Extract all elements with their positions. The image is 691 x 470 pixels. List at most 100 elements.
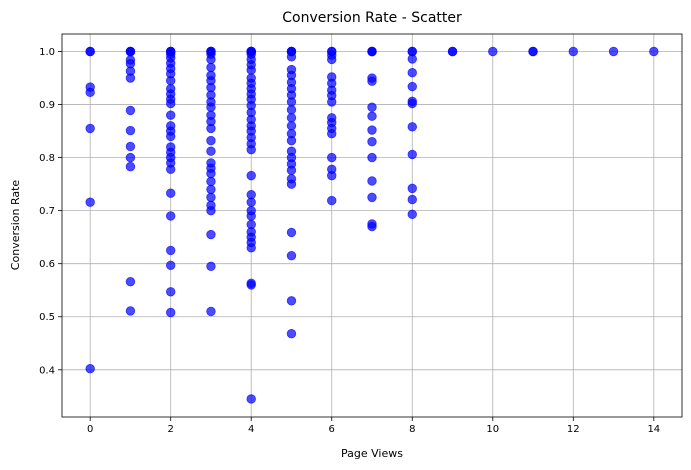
- plot-frame: [61, 33, 683, 418]
- data-point: [447, 46, 458, 57]
- data-point: [166, 188, 176, 198]
- data-points: [85, 46, 659, 404]
- data-point: [85, 87, 95, 98]
- data-point: [246, 280, 256, 290]
- data-point: [125, 277, 136, 287]
- data-point: [367, 192, 377, 203]
- data-point: [206, 62, 216, 73]
- data-point: [206, 176, 216, 187]
- data-point: [649, 46, 659, 57]
- data-point: [407, 209, 417, 220]
- data-point: [407, 98, 417, 109]
- data-point: [286, 227, 297, 238]
- data-point: [367, 125, 377, 135]
- y-tick-label: 0.8: [39, 153, 55, 164]
- data-point: [327, 129, 337, 139]
- data-point: [206, 184, 216, 195]
- data-point: [367, 176, 377, 186]
- data-point: [246, 211, 256, 221]
- x-tick-label: 14: [647, 424, 660, 435]
- data-point: [367, 152, 377, 163]
- axis-ticks: 0 2 4 6 8 10 12 14 0.4 0.5 0.6 0.7 0.8 0.9 1.0: [39, 47, 660, 435]
- data-point: [286, 97, 297, 107]
- data-point: [125, 73, 136, 83]
- data-point: [488, 46, 498, 57]
- data-point: [125, 141, 136, 152]
- y-tick-label: 0.6: [39, 259, 55, 270]
- x-tick-label: 2: [168, 424, 174, 435]
- data-point: [206, 229, 216, 240]
- data-point: [407, 183, 417, 194]
- data-point: [166, 211, 176, 221]
- data-point: [206, 54, 216, 65]
- data-point: [125, 105, 136, 116]
- data-point: [246, 65, 256, 75]
- x-tick-label: 0: [87, 424, 93, 435]
- data-point: [206, 123, 216, 134]
- data-point: [206, 306, 216, 317]
- data-point: [85, 197, 95, 207]
- x-tick-label: 10: [486, 424, 499, 435]
- data-point: [246, 197, 256, 207]
- data-point: [286, 179, 297, 189]
- x-tick-label: 12: [567, 424, 580, 435]
- data-point: [407, 194, 417, 205]
- data-point: [407, 68, 417, 78]
- y-axis-label: Conversion Rate: [9, 180, 22, 271]
- x-axis-label: Page Views: [341, 447, 403, 460]
- data-point: [125, 46, 136, 57]
- data-point: [166, 110, 176, 120]
- data-point: [125, 306, 136, 316]
- data-point: [286, 251, 297, 261]
- data-point: [166, 131, 176, 142]
- data-point: [528, 46, 538, 57]
- data-point: [246, 144, 256, 155]
- data-point: [367, 102, 377, 112]
- data-point: [407, 122, 417, 132]
- data-point: [286, 135, 297, 146]
- data-point: [246, 394, 256, 404]
- y-tick-label: 0.5: [39, 312, 55, 323]
- y-tick-label: 1.0: [39, 47, 55, 58]
- data-point: [407, 149, 417, 160]
- data-point: [286, 113, 297, 123]
- data-point: [166, 260, 176, 270]
- data-point: [206, 102, 216, 112]
- data-point: [206, 192, 216, 203]
- data-point: [286, 105, 297, 115]
- data-point: [246, 170, 256, 181]
- y-tick-label: 0.4: [39, 365, 55, 376]
- data-point: [166, 75, 176, 86]
- data-point: [367, 76, 377, 86]
- data-point: [286, 296, 297, 306]
- data-point: [286, 121, 297, 131]
- data-point: [166, 307, 176, 318]
- x-tick-label: 8: [409, 424, 415, 435]
- data-point: [286, 165, 297, 176]
- data-point: [367, 136, 377, 147]
- data-point: [85, 123, 95, 134]
- data-point: [327, 97, 337, 107]
- data-point: [166, 98, 176, 109]
- data-point: [367, 221, 377, 232]
- chart-title: Conversion Rate - Scatter: [282, 10, 462, 26]
- data-point: [166, 287, 176, 297]
- y-tick-label: 0.9: [39, 100, 55, 111]
- data-point: [327, 152, 337, 163]
- data-point: [206, 135, 216, 146]
- data-point: [206, 205, 216, 216]
- y-tick-label: 0.7: [39, 206, 55, 217]
- data-point: [85, 364, 95, 374]
- x-tick-label: 4: [248, 424, 254, 435]
- data-point: [166, 164, 176, 174]
- data-point: [327, 54, 337, 65]
- data-point: [206, 146, 216, 156]
- data-point: [367, 46, 377, 57]
- data-point: [125, 161, 136, 172]
- data-point: [286, 329, 297, 339]
- data-point: [246, 243, 256, 253]
- data-point: [608, 46, 619, 57]
- data-point: [407, 54, 417, 64]
- data-point: [125, 152, 136, 163]
